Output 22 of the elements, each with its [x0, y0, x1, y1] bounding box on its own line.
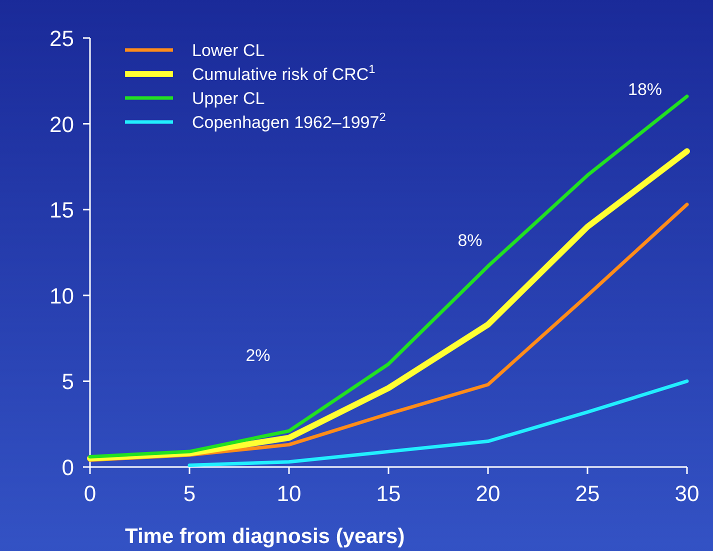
y-tick-label: 0	[62, 455, 74, 480]
line-series	[188, 379, 689, 468]
annotation: 2%	[246, 346, 270, 365]
x-axis-title: Time from diagnosis (years)	[125, 525, 405, 548]
x-tick-label: 25	[575, 481, 600, 506]
y-tick-label: 20	[50, 112, 74, 137]
annotation: 18%	[628, 80, 662, 99]
x-tick-label: 10	[276, 481, 302, 506]
annotation: 8%	[458, 231, 482, 250]
y-tick-label: 15	[50, 198, 74, 223]
y-tick-label: 10	[50, 283, 74, 308]
legend-label: Upper CL	[192, 89, 265, 108]
legend-label: Lower CL	[192, 41, 265, 60]
x-tick-label: 20	[476, 481, 500, 506]
x-tick-label: 5	[183, 481, 196, 506]
legend-label: Cumulative risk of CRC$^{1}$	[192, 62, 376, 84]
x-tick-label: 15	[376, 481, 401, 506]
x-tick-label: 0	[84, 481, 96, 506]
y-tick-label: 25	[50, 26, 74, 51]
legend-label: Copenhagen 1962–1997$^{2}$	[192, 110, 386, 132]
y-tick-label: 5	[62, 369, 74, 394]
x-tick-label: 30	[674, 481, 700, 506]
